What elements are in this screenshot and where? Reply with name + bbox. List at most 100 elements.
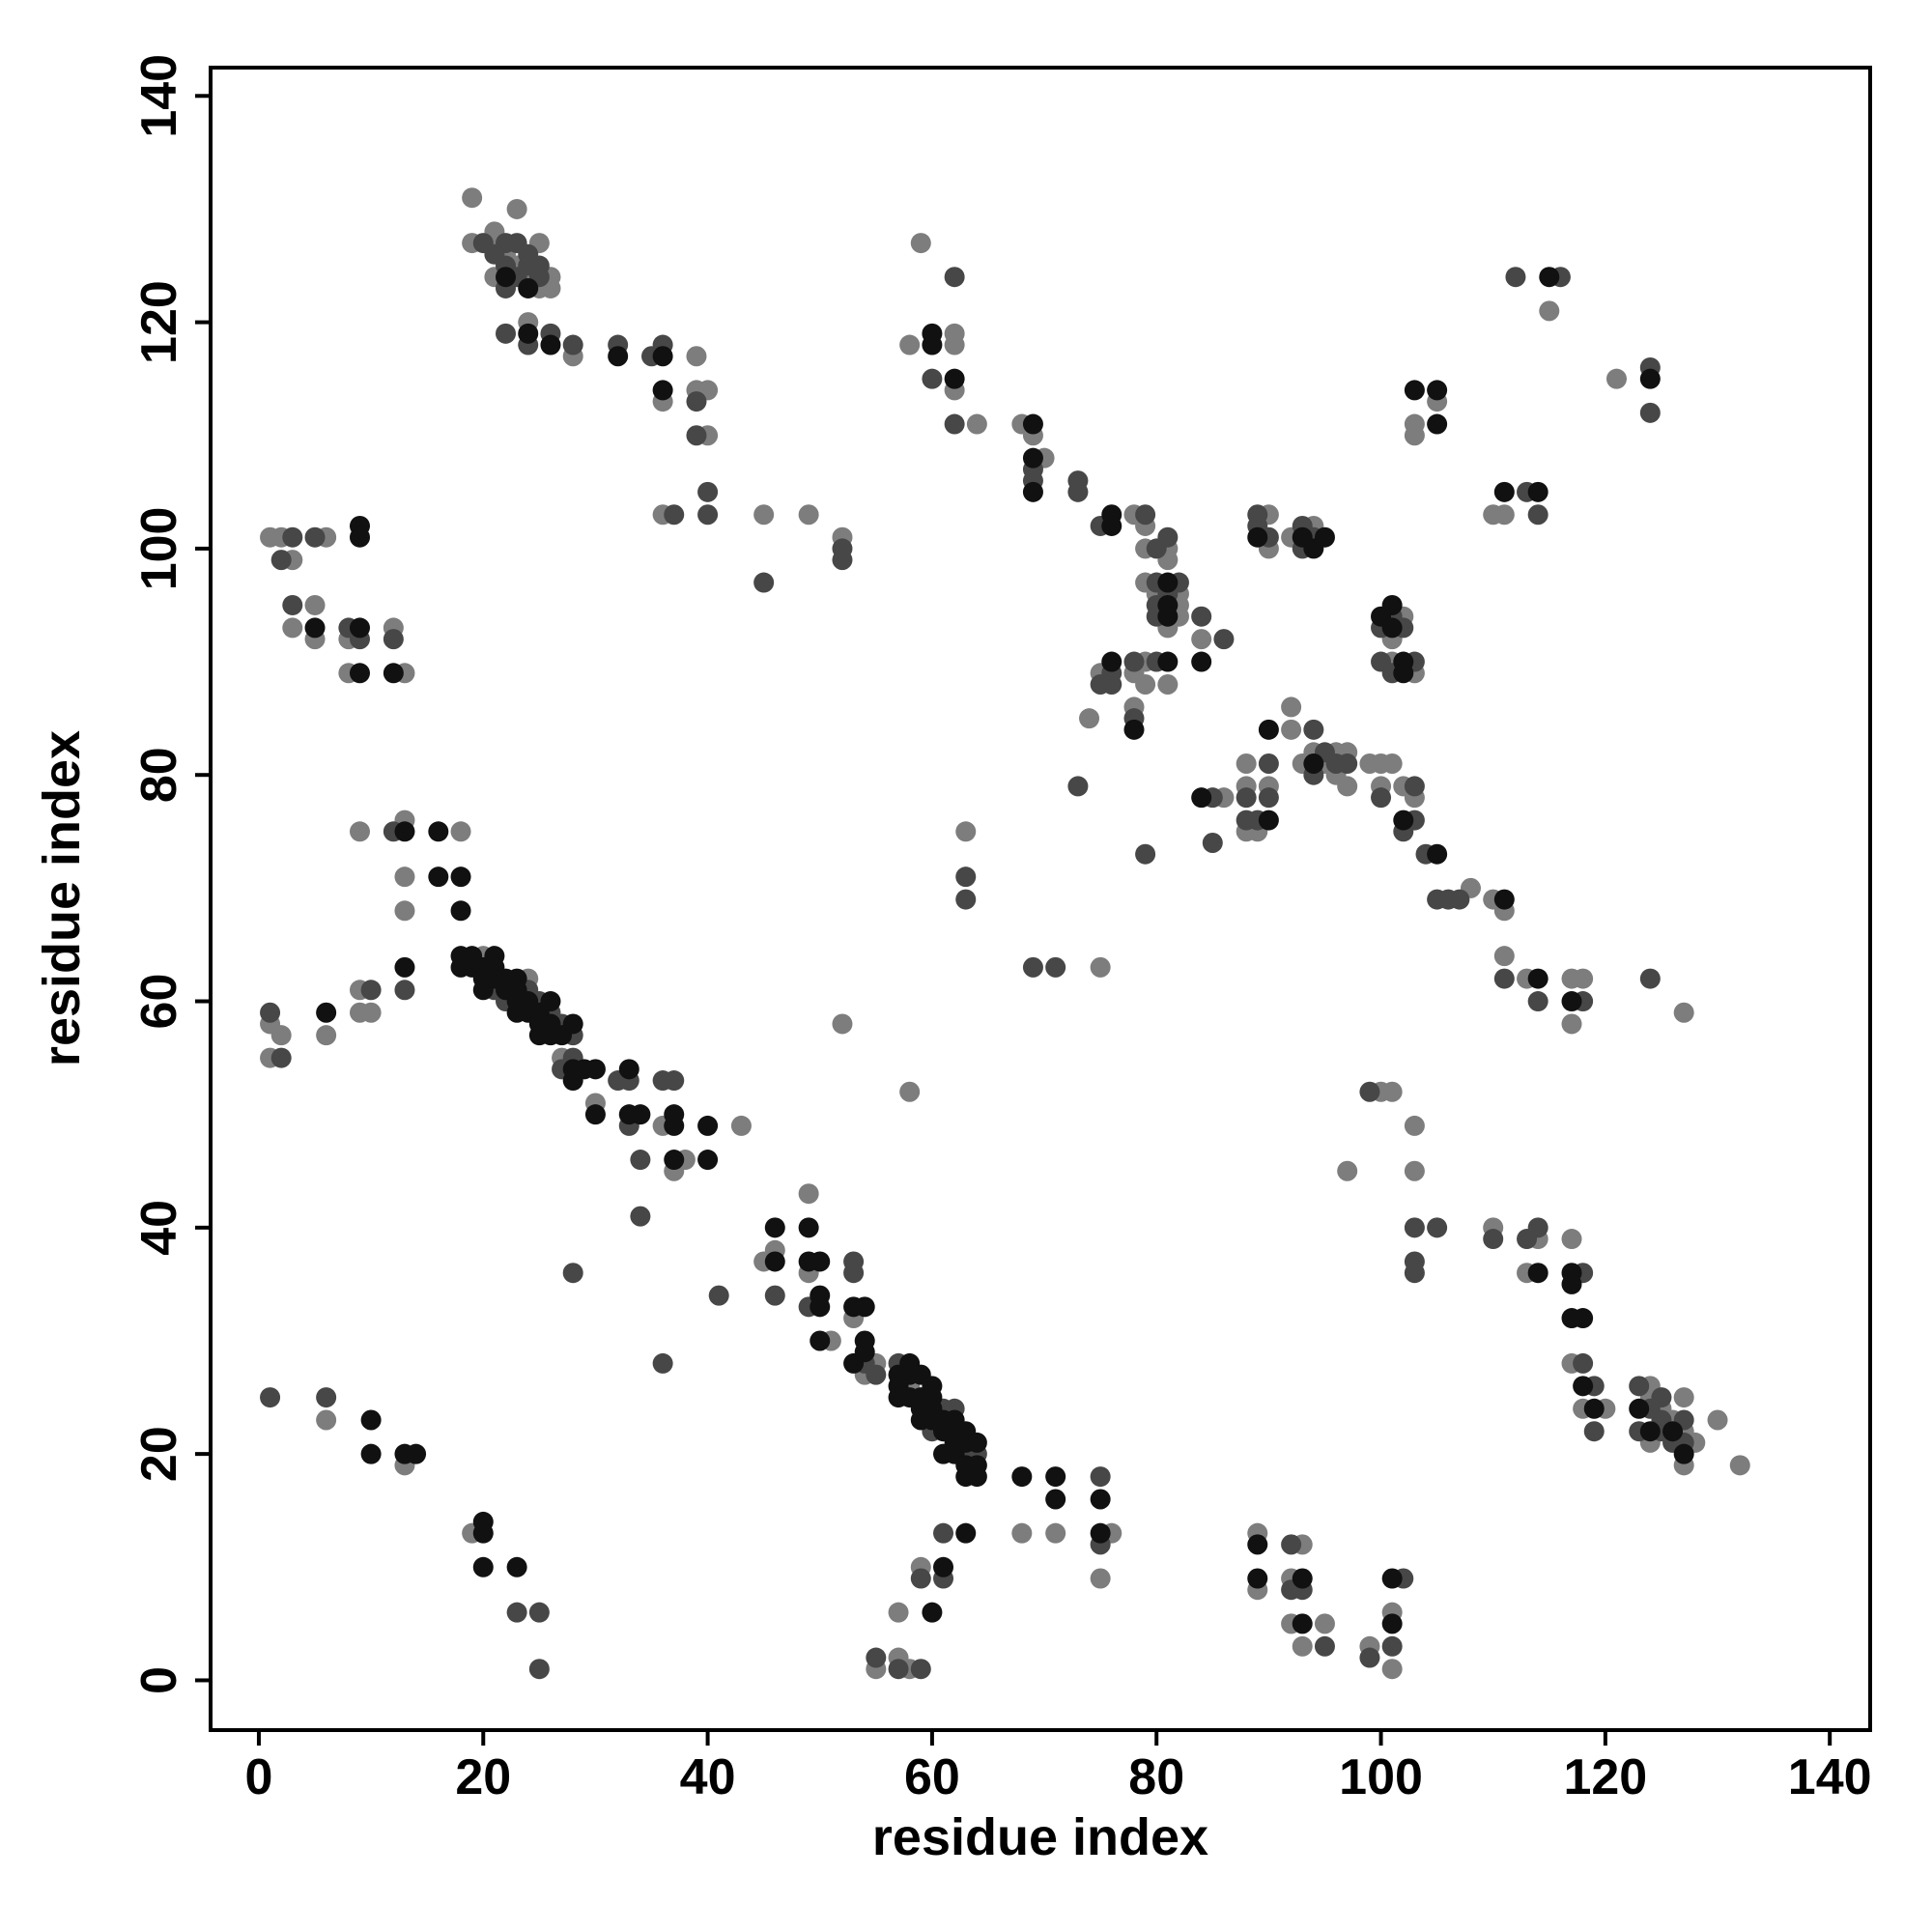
point	[1381, 1613, 1403, 1634]
point	[1123, 651, 1145, 672]
x-tick-label: 140	[1788, 1749, 1872, 1805]
point	[1381, 1568, 1403, 1589]
point	[1247, 526, 1268, 548]
point	[1729, 1455, 1750, 1476]
point	[495, 267, 516, 288]
point	[360, 1002, 382, 1023]
point	[1123, 719, 1145, 740]
point	[1605, 368, 1627, 389]
point	[664, 504, 685, 526]
point	[270, 1047, 292, 1068]
point	[1292, 1613, 1313, 1634]
point	[966, 1432, 987, 1453]
point	[1673, 1002, 1694, 1023]
point	[1157, 606, 1179, 627]
point	[1483, 1229, 1504, 1250]
point	[764, 1251, 785, 1272]
point	[697, 481, 719, 502]
point	[506, 1602, 527, 1623]
point	[843, 1263, 865, 1284]
x-tick-label: 40	[680, 1749, 736, 1805]
point	[1561, 1229, 1582, 1250]
point	[652, 346, 673, 367]
point	[584, 1059, 606, 1080]
point	[1101, 673, 1122, 695]
point	[1404, 1115, 1425, 1136]
point	[1427, 843, 1448, 865]
y-tick-label: 80	[131, 747, 187, 803]
point	[1371, 787, 1392, 809]
point	[1673, 1387, 1694, 1408]
point	[664, 1150, 685, 1171]
point	[1247, 1534, 1268, 1555]
point	[450, 900, 471, 922]
point	[1011, 1522, 1033, 1544]
point	[1381, 1635, 1403, 1657]
point	[472, 1522, 494, 1544]
point	[1404, 1217, 1425, 1238]
point	[1561, 991, 1582, 1012]
point	[922, 1602, 943, 1623]
point	[1202, 833, 1223, 854]
point	[1281, 719, 1302, 740]
point	[1079, 708, 1100, 729]
point	[1314, 1613, 1335, 1634]
point	[260, 1387, 281, 1408]
x-tick-label: 80	[1128, 1749, 1184, 1805]
point	[753, 504, 775, 526]
point	[316, 1002, 337, 1023]
point	[1381, 753, 1403, 775]
point	[686, 391, 707, 412]
point	[428, 821, 449, 842]
point	[506, 1556, 527, 1577]
point	[764, 1285, 785, 1306]
point	[394, 900, 415, 922]
point	[316, 1387, 337, 1408]
point	[1404, 1263, 1425, 1284]
point	[383, 629, 404, 650]
point	[798, 504, 819, 526]
point	[1157, 526, 1179, 548]
point	[1404, 1160, 1425, 1181]
point	[282, 594, 303, 615]
x-tick-label: 0	[244, 1749, 272, 1805]
point	[955, 1522, 977, 1544]
point	[630, 1150, 651, 1171]
point	[1157, 673, 1179, 695]
point	[260, 1002, 281, 1023]
point	[955, 821, 977, 842]
point	[697, 1150, 719, 1171]
point	[1191, 651, 1212, 672]
point	[966, 413, 987, 435]
point	[1337, 1160, 1358, 1181]
x-tick-label: 120	[1563, 1749, 1647, 1805]
point	[1258, 810, 1279, 831]
point	[472, 1556, 494, 1577]
point	[562, 1263, 583, 1284]
point	[1505, 267, 1526, 288]
point	[1527, 504, 1548, 526]
point	[832, 1013, 853, 1035]
point	[383, 663, 404, 684]
point	[562, 334, 583, 355]
point	[1157, 572, 1179, 593]
point	[1292, 1568, 1313, 1589]
point	[888, 1659, 909, 1680]
point	[1493, 946, 1515, 967]
point	[1573, 1352, 1594, 1374]
point	[1236, 753, 1257, 775]
point	[1258, 719, 1279, 740]
point	[450, 821, 471, 842]
point	[618, 1059, 639, 1080]
point	[652, 380, 673, 401]
point	[1527, 1217, 1548, 1238]
point	[1539, 267, 1560, 288]
point	[1673, 1443, 1694, 1464]
point	[1135, 843, 1156, 865]
point	[1191, 629, 1212, 650]
point	[562, 1013, 583, 1035]
point	[528, 1659, 550, 1680]
point	[686, 346, 707, 367]
point	[1527, 481, 1548, 502]
